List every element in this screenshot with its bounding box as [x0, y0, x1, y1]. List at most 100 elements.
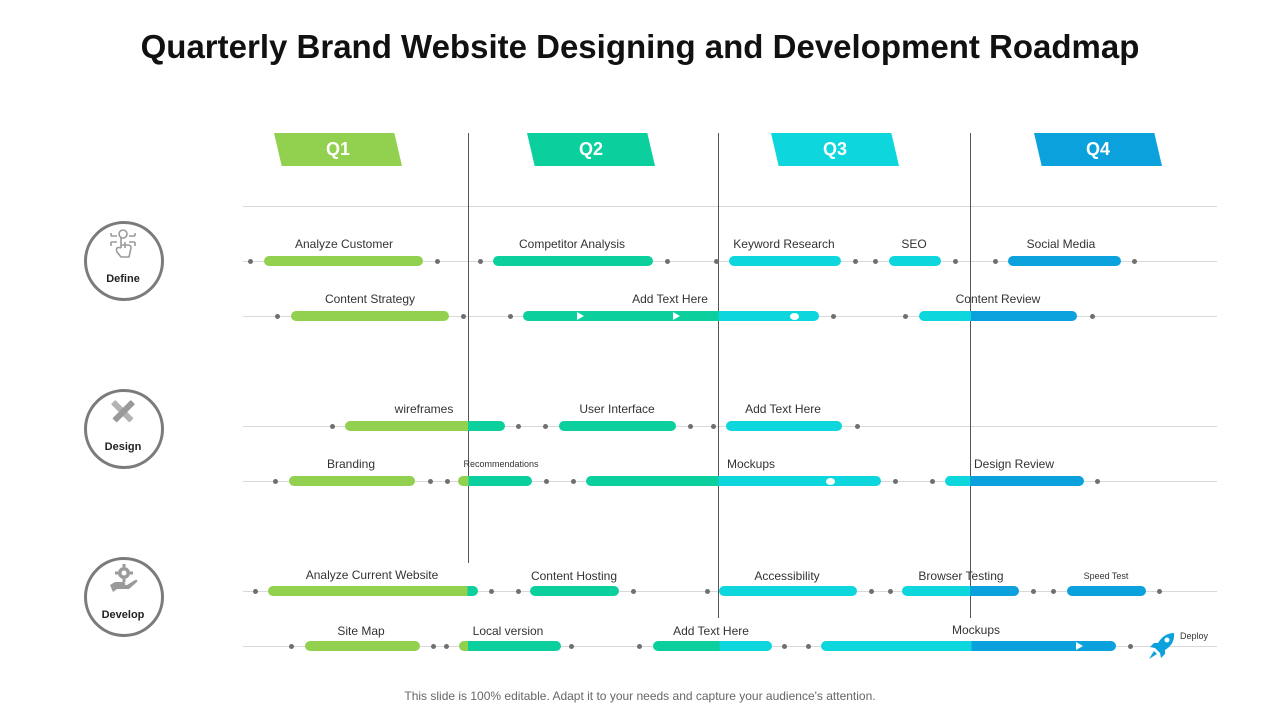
task-start-dot	[714, 259, 719, 264]
task-start-dot	[993, 259, 998, 264]
task-start-dot	[508, 314, 513, 319]
task-label: Mockups	[951, 623, 1001, 637]
task-label: Keyword Research	[733, 237, 835, 251]
milestone-marker	[826, 478, 835, 485]
timeline-top-divider	[243, 206, 1217, 207]
stage-design-label: Design	[104, 441, 142, 453]
task-end-dot	[1095, 479, 1100, 484]
task-bar	[821, 641, 1116, 651]
task-label: Mockups	[726, 457, 776, 471]
task-end-dot	[688, 424, 693, 429]
quarter-divider	[970, 133, 971, 618]
task-bar	[653, 641, 772, 651]
task-end-dot	[1090, 314, 1095, 319]
task-start-dot	[873, 259, 878, 264]
task-start-dot	[330, 424, 335, 429]
task-label: Social Media	[1026, 237, 1096, 251]
task-label: Add Text Here	[632, 292, 708, 306]
task-start-dot	[444, 644, 449, 649]
task-start-dot	[903, 314, 908, 319]
task-bar	[345, 421, 505, 431]
task-bar	[291, 311, 449, 321]
task-bar	[726, 421, 842, 431]
task-bar	[586, 476, 881, 486]
task-end-dot	[489, 589, 494, 594]
task-label: Branding	[326, 457, 376, 471]
task-bar	[268, 586, 478, 596]
task-start-dot	[711, 424, 716, 429]
task-label: Add Text Here	[745, 402, 821, 416]
task-end-dot	[893, 479, 898, 484]
page-title: Quarterly Brand Website Designing and De…	[140, 28, 1140, 65]
task-start-dot	[571, 479, 576, 484]
task-bar	[523, 311, 819, 321]
task-label: Competitor Analysis	[518, 237, 626, 251]
task-end-dot	[869, 589, 874, 594]
task-end-dot	[461, 314, 466, 319]
footer-note: This slide is 100% editable. Adapt it to…	[404, 689, 876, 703]
task-bar	[729, 256, 841, 266]
task-end-dot	[855, 424, 860, 429]
stage-define-circle	[84, 221, 164, 301]
task-label: Design Review	[973, 457, 1055, 471]
task-bar	[493, 256, 653, 266]
task-start-dot	[637, 644, 642, 649]
task-start-dot	[275, 314, 280, 319]
task-end-dot	[665, 259, 670, 264]
task-start-dot	[253, 589, 258, 594]
task-start-dot	[1051, 589, 1056, 594]
task-start-dot	[705, 589, 710, 594]
task-start-dot	[543, 424, 548, 429]
task-bar	[1008, 256, 1121, 266]
task-bar	[559, 421, 676, 431]
deploy-label: Deploy	[1180, 631, 1209, 641]
task-bar	[919, 311, 1077, 321]
task-label: User Interface	[579, 402, 655, 416]
task-label: Speed Test	[1083, 571, 1129, 581]
task-bar	[264, 256, 423, 266]
task-start-dot	[930, 479, 935, 484]
task-label: Add Text Here	[673, 624, 749, 638]
task-bar	[1067, 586, 1146, 596]
task-end-dot	[1128, 644, 1133, 649]
task-bar	[305, 641, 420, 651]
milestone-marker	[790, 313, 799, 320]
task-start-dot	[273, 479, 278, 484]
task-end-dot	[569, 644, 574, 649]
task-end-dot	[1132, 259, 1137, 264]
quarter-q1: Q1	[274, 133, 402, 166]
task-end-dot	[782, 644, 787, 649]
task-bar	[459, 641, 561, 651]
milestone-arrow	[1076, 642, 1083, 650]
task-start-dot	[478, 259, 483, 264]
task-end-dot	[544, 479, 549, 484]
milestone-arrow	[577, 312, 584, 320]
task-end-dot	[831, 314, 836, 319]
rocket-icon	[1149, 633, 1175, 659]
task-bar	[902, 586, 1019, 596]
task-start-dot	[445, 479, 450, 484]
task-label: Local version	[472, 624, 544, 638]
task-label: Content Review	[955, 292, 1041, 306]
task-bar	[945, 476, 1084, 486]
task-start-dot	[289, 644, 294, 649]
quarter-divider	[718, 133, 719, 618]
task-bar	[889, 256, 941, 266]
quarter-q4: Q4	[1034, 133, 1162, 166]
task-bar	[719, 586, 857, 596]
stage-develop-label: Develop	[101, 609, 145, 621]
quarter-q3: Q3	[771, 133, 899, 166]
task-end-dot	[853, 259, 858, 264]
gear-hand-icon	[110, 564, 138, 592]
touch-circuit-icon	[110, 229, 136, 258]
task-end-dot	[1031, 589, 1036, 594]
task-start-dot	[516, 589, 521, 594]
task-label: Recommendations	[463, 459, 539, 469]
task-label: Content Strategy	[324, 292, 416, 306]
task-label: Site Map	[337, 624, 385, 638]
task-end-dot	[953, 259, 958, 264]
task-label: Accessibility	[754, 569, 820, 583]
stage-define-label: Define	[106, 273, 140, 285]
quarter-divider	[468, 133, 469, 563]
task-label: Content Hosting	[530, 569, 618, 583]
